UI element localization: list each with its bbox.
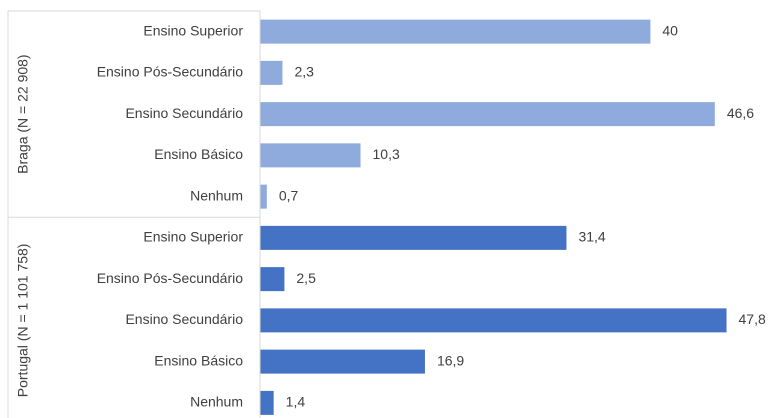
category-label: Ensino Secundário <box>125 311 243 327</box>
group-label: Braga (N = 22 908) <box>15 54 31 173</box>
category-label: Nenhum <box>190 187 243 203</box>
category-label: Ensino Básico <box>154 352 243 368</box>
bar <box>260 267 285 292</box>
value-label: 47,8 <box>739 311 766 327</box>
value-label: 1,4 <box>286 394 306 410</box>
value-label: 2,3 <box>294 64 314 80</box>
value-label: 16,9 <box>437 352 464 368</box>
category-label: Ensino Superior <box>143 229 243 245</box>
bar <box>260 390 274 415</box>
bar <box>260 143 361 168</box>
value-label: 0,7 <box>279 187 299 203</box>
value-label: 2,5 <box>296 270 316 286</box>
category-label: Ensino Básico <box>154 146 243 162</box>
bar <box>260 349 425 374</box>
category-label: Ensino Secundário <box>125 105 243 121</box>
bar <box>260 225 567 250</box>
bar <box>260 102 715 127</box>
bar <box>260 308 727 333</box>
category-label: Ensino Superior <box>143 22 243 38</box>
category-label: Ensino Pós-Secundário <box>97 64 244 80</box>
value-label: 31,4 <box>578 229 605 245</box>
value-label: 10,3 <box>373 146 400 162</box>
bar <box>260 184 267 209</box>
bar <box>260 19 651 44</box>
value-label: 40 <box>662 22 678 38</box>
bar <box>260 60 283 85</box>
group-label: Portugal (N = 1 101 758) <box>15 244 31 398</box>
category-label: Nenhum <box>190 394 243 410</box>
category-label: Ensino Pós-Secundário <box>97 270 244 286</box>
value-label: 46,6 <box>727 105 754 121</box>
